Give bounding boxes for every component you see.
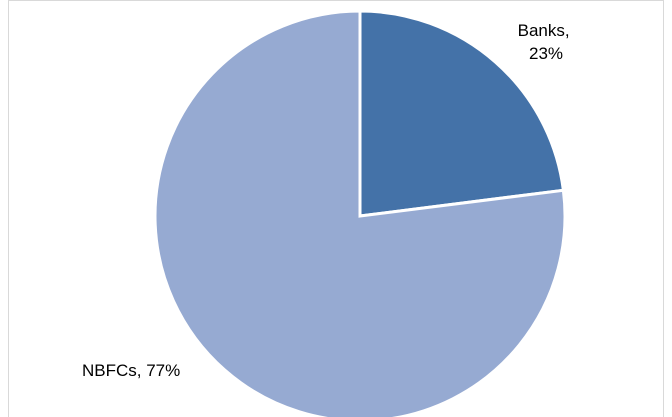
pie-labels: Banks, 23% NBFCs, 77%	[82, 21, 575, 380]
data-label-banks: Banks, 23%	[518, 21, 575, 63]
pie-slice-banks	[358, 9, 566, 218]
data-label-banks-line2: 23%	[529, 44, 563, 63]
pie-slice-nbfcs	[153, 9, 567, 417]
data-label-nbfcs-line1: NBFCs, 77%	[82, 361, 180, 380]
data-label-banks-line1: Banks,	[518, 21, 570, 40]
data-label-nbfcs: NBFCs, 77%	[82, 361, 180, 380]
pie-slices	[153, 9, 567, 417]
